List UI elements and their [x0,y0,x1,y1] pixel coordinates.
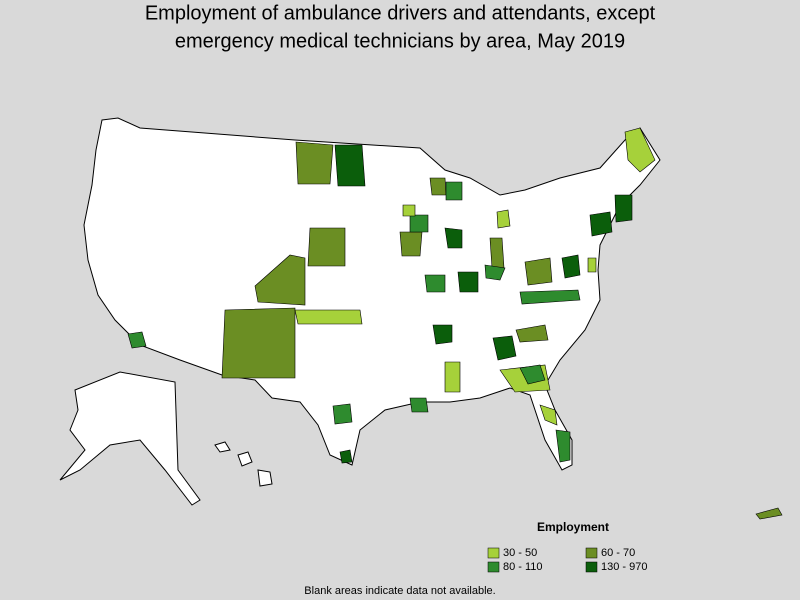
employment-area [614,194,633,223]
legend-swatch [585,561,598,573]
employment-area [444,361,461,393]
employment-area [339,449,353,464]
employment-area [457,271,479,293]
employment-area [489,237,505,269]
title-line: Employment of ambulance drivers and atte… [145,2,656,24]
employment-area [484,264,506,281]
employment-area [399,231,423,257]
employment-area [295,141,334,185]
employment-area [624,127,656,173]
note: Blank areas indicate data not available. [304,585,495,597]
legend-label: 30 - 50 [503,547,537,559]
legend-title: Employment [537,520,609,534]
legend-label: 80 - 110 [503,561,543,573]
legend-label: 60 - 70 [601,547,635,559]
employment-area [334,144,366,187]
title-line: emergency medical technicians by area, M… [175,30,625,52]
employment-area [515,324,549,343]
employment-area [445,181,463,201]
employment-area [307,227,346,267]
legend-swatch [585,547,598,559]
hawaii [257,469,273,487]
employment-area [444,227,463,249]
hawaii [214,441,231,453]
employment-area [424,274,446,293]
alaska [59,371,201,506]
employment-areas [127,127,783,520]
legend: 30 - 50 60 - 70 80 - 110 130 - 970 [487,547,647,573]
puerto-rico [755,507,783,520]
employment-area [539,404,558,426]
employment-area [524,257,553,286]
employment-area [127,331,147,349]
employment-area [589,211,613,237]
employment-area [492,335,517,361]
employment-area [587,257,597,273]
employment-area [519,364,546,385]
employment-area [294,309,363,325]
legend-swatch [487,547,500,559]
hawaii [237,451,253,467]
employment-area [402,204,416,217]
employment-area [409,397,429,413]
legend-label: 130 - 970 [601,561,647,573]
employment-area [332,403,353,425]
employment-area [429,177,447,196]
employment-area [409,214,429,233]
employment-area [496,209,511,229]
employment-area [254,254,306,306]
employment-area [555,429,571,463]
legend-swatch [487,561,500,573]
employment-area [221,307,296,379]
employment-area [432,324,453,345]
employment-area [519,289,581,305]
employment-area [561,254,581,279]
